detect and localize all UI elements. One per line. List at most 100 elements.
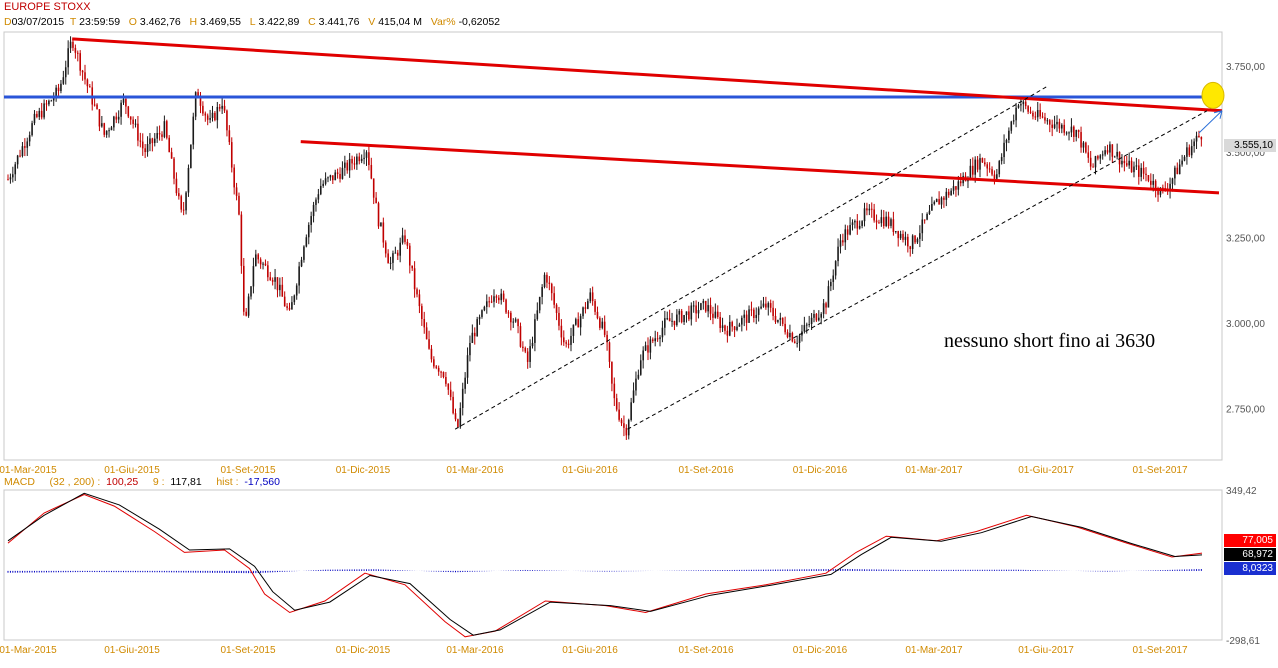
candle-body	[211, 112, 214, 119]
candle-body	[1130, 160, 1133, 173]
candle-body	[267, 265, 269, 278]
candle-body	[1154, 180, 1157, 191]
var-key: Var%	[430, 16, 456, 28]
candle-body	[173, 158, 175, 179]
candle-body	[827, 286, 830, 308]
candle-body	[668, 318, 671, 322]
candle-body	[64, 67, 67, 78]
candle-body	[904, 236, 907, 240]
high-key: H	[189, 16, 198, 28]
candle-body	[14, 164, 17, 175]
candle-body	[791, 332, 794, 342]
candle-body	[981, 158, 984, 163]
candle-body	[548, 282, 551, 284]
candle-body	[774, 315, 777, 322]
macd-y-tick-label: 349,42	[1226, 486, 1257, 497]
candle-body	[252, 266, 255, 287]
candle-body	[830, 281, 832, 287]
candle-body	[449, 389, 452, 397]
hist-label: hist :	[216, 476, 239, 488]
candle-body	[1092, 166, 1094, 168]
candle-body	[495, 296, 498, 298]
candle-body	[1039, 109, 1041, 117]
candle-body	[120, 102, 122, 117]
candle-body	[606, 334, 608, 343]
candle-body	[247, 296, 250, 316]
candle-body	[457, 419, 459, 428]
candle-body	[36, 113, 38, 117]
candle-body	[7, 179, 9, 181]
candle-body	[1003, 142, 1005, 158]
candle-body	[295, 285, 298, 296]
candle-body	[216, 107, 219, 121]
hist-value-tag: 8,0323	[1224, 562, 1276, 575]
candle-body	[346, 162, 349, 171]
candle-body	[1123, 160, 1126, 164]
candle-body	[625, 427, 628, 436]
candle-body	[464, 377, 466, 389]
candle-body	[293, 295, 296, 303]
candle-body	[736, 326, 738, 331]
candle-body	[998, 161, 1001, 175]
candle-body	[986, 164, 989, 169]
x-tick-label: 01-Set-2017	[1132, 465, 1187, 476]
candle-body	[866, 208, 868, 211]
candle-body	[813, 313, 815, 318]
candle-body	[38, 110, 41, 117]
candle-body	[673, 320, 676, 326]
candle-body	[1106, 150, 1109, 153]
candle-body	[271, 280, 274, 282]
candle-body	[1080, 132, 1082, 148]
candle-body	[1041, 116, 1044, 118]
candle-body	[664, 318, 666, 328]
candle-body	[779, 317, 782, 320]
candle-body	[745, 314, 748, 323]
candle-body	[844, 229, 847, 243]
candle-body	[423, 319, 426, 328]
candle-body	[584, 307, 587, 309]
candle-body	[76, 52, 79, 54]
candle-body	[1137, 165, 1140, 177]
candle-body	[818, 317, 820, 321]
candle-body	[96, 104, 98, 110]
candle-body	[885, 216, 887, 227]
candle-body	[98, 109, 101, 127]
time-key: T	[69, 16, 77, 28]
candle-body	[1034, 116, 1037, 118]
candle-body	[690, 305, 693, 320]
candle-body	[834, 261, 837, 276]
macd-value-tag: 77,005	[1224, 534, 1276, 547]
candle-body	[72, 41, 74, 48]
candle-body	[259, 259, 262, 265]
candle-body	[93, 104, 96, 106]
candle-body	[132, 119, 134, 124]
candle-body	[805, 324, 808, 326]
macd-x-tick-label: 01-Set-2015	[220, 645, 275, 656]
candle-body	[28, 135, 31, 142]
candle-body	[115, 116, 118, 120]
candle-body	[485, 301, 488, 307]
candle-body	[1048, 120, 1051, 125]
candle-body	[226, 110, 228, 131]
candle-body	[514, 319, 517, 322]
candle-body	[815, 313, 818, 321]
candle-body	[233, 167, 235, 188]
candle-body	[199, 98, 202, 106]
candle-body	[214, 112, 216, 121]
candle-body	[322, 183, 324, 186]
last-price-tag: 3.555,10	[1224, 139, 1276, 152]
candle-body	[279, 284, 281, 291]
candle-body	[510, 312, 512, 323]
candle-body	[137, 123, 139, 141]
candle-body	[632, 390, 635, 403]
candle-body	[1111, 144, 1114, 157]
candle-body	[360, 158, 363, 162]
projection-arrow	[1198, 110, 1223, 134]
candle-body	[399, 242, 401, 256]
candle-body	[440, 371, 442, 373]
candle-body	[180, 196, 183, 210]
candle-body	[724, 325, 726, 331]
candle-body	[317, 194, 320, 200]
candle-body	[382, 222, 385, 243]
